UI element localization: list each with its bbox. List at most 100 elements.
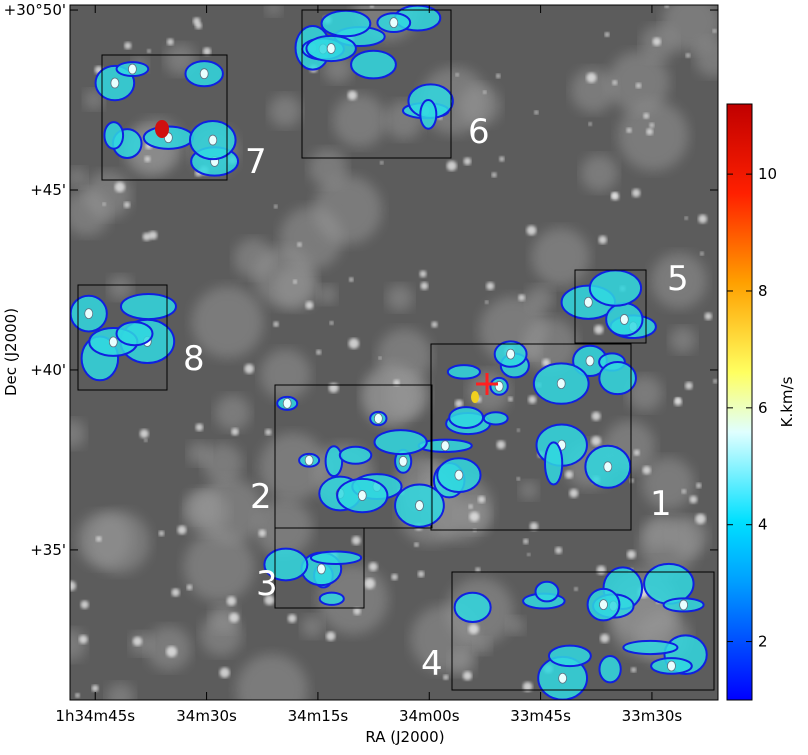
cloud — [618, 100, 689, 171]
y-tick-label: +45' — [30, 181, 66, 199]
cloud — [209, 603, 239, 633]
knot — [600, 633, 610, 643]
region-label: 6 — [468, 112, 490, 152]
cloud — [87, 511, 150, 574]
knot — [347, 90, 358, 101]
knot — [328, 382, 339, 393]
knot — [529, 522, 539, 531]
contour-peak — [506, 348, 516, 360]
cloud — [332, 93, 386, 147]
contour — [103, 121, 125, 150]
knot — [689, 495, 698, 504]
knot — [391, 573, 398, 581]
contour-peak — [454, 469, 464, 481]
y-tick-label: +30°50' — [4, 1, 66, 19]
contour — [453, 591, 492, 623]
knot — [635, 82, 642, 89]
cloud — [694, 37, 718, 77]
knot — [586, 72, 597, 83]
contour — [598, 361, 637, 396]
knot — [202, 47, 212, 56]
knot — [171, 588, 180, 597]
knot — [684, 216, 688, 220]
contour-peak — [603, 461, 613, 473]
x-tick-label: 34m15s — [288, 707, 349, 725]
region-box — [301, 9, 452, 159]
contour-peak — [84, 308, 94, 320]
cloud — [308, 148, 348, 188]
knot — [631, 188, 641, 198]
knot — [144, 438, 148, 443]
knot — [195, 423, 204, 432]
region-label: 8 — [183, 339, 205, 379]
knot — [652, 37, 662, 46]
region-box — [101, 54, 228, 181]
region-label: 3 — [256, 564, 278, 604]
knot — [496, 73, 501, 79]
knot — [646, 128, 654, 136]
knot — [695, 513, 706, 525]
region-label: 5 — [667, 259, 689, 299]
knot — [455, 72, 459, 77]
knot — [305, 301, 314, 310]
contour-peak — [357, 490, 367, 501]
contour — [534, 580, 560, 603]
cloud — [531, 227, 590, 286]
knot — [369, 5, 374, 8]
knot — [142, 232, 151, 241]
knot — [123, 201, 131, 208]
contour — [115, 321, 154, 347]
contour-peak — [373, 413, 383, 424]
region-box — [77, 284, 168, 391]
cloud — [639, 515, 699, 575]
cloud — [301, 615, 324, 638]
knot — [468, 504, 473, 509]
knot — [186, 584, 193, 591]
knot — [518, 294, 525, 302]
knot — [379, 160, 384, 165]
colorbar — [726, 103, 753, 701]
knot — [496, 440, 506, 450]
knot — [629, 478, 634, 483]
cloud — [317, 284, 337, 305]
x-tick-label: 34m30s — [176, 707, 237, 725]
plot-frame — [69, 4, 719, 701]
contour — [446, 364, 481, 380]
contour — [622, 639, 679, 656]
contour-peak — [208, 134, 218, 146]
knot — [475, 567, 481, 573]
knot — [148, 230, 158, 240]
cloud — [607, 51, 670, 114]
cloud — [570, 68, 616, 113]
knot — [626, 127, 632, 133]
knot — [147, 49, 151, 53]
cloud — [268, 94, 302, 128]
y-axis-title: Dec (J2000) — [2, 308, 20, 396]
region-box — [430, 343, 632, 531]
knot — [516, 428, 520, 432]
knot — [229, 612, 240, 623]
knot — [526, 225, 537, 236]
knot — [508, 396, 513, 402]
knot — [114, 181, 126, 193]
knot — [70, 580, 77, 591]
contour-peak — [282, 397, 292, 409]
knot — [348, 277, 354, 282]
knot — [591, 411, 601, 421]
knot — [78, 634, 88, 644]
knot — [484, 300, 489, 304]
contour-peak — [619, 314, 629, 325]
knot — [649, 122, 655, 128]
cloud — [260, 349, 311, 400]
contour — [350, 49, 397, 80]
cloud — [202, 443, 243, 484]
colorbar-tick-label: 10 — [758, 165, 777, 183]
y-tick-label: +40' — [30, 361, 66, 379]
knot — [348, 338, 360, 349]
contour — [324, 445, 344, 478]
colorbar-tick-label: 8 — [758, 282, 768, 300]
knot — [598, 235, 607, 245]
cloud — [191, 286, 264, 358]
colorbar-tick-label: 2 — [758, 633, 768, 651]
cloud — [106, 683, 135, 700]
